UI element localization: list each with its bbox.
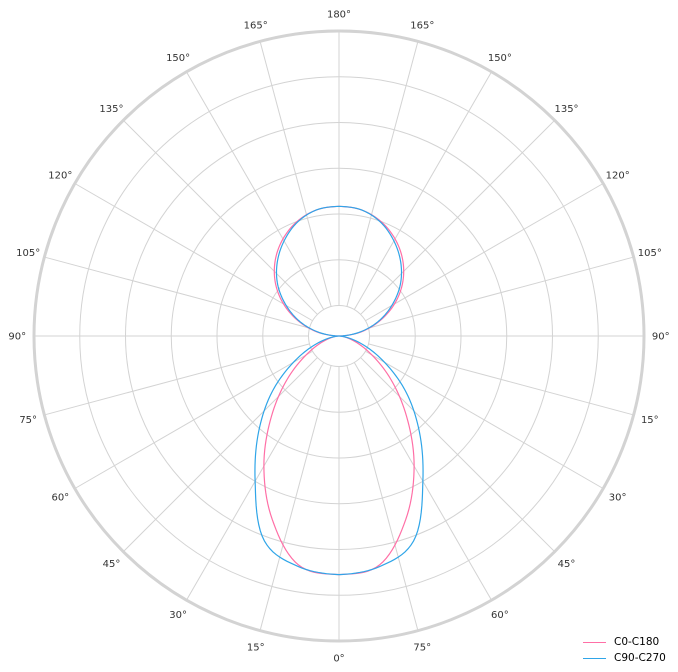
- theta-tick-label: 75°: [19, 415, 37, 426]
- theta-tick-label: 45°: [558, 559, 576, 570]
- theta-tick-label: 150°: [488, 53, 512, 64]
- theta-tick-label: 105°: [638, 248, 662, 259]
- theta-tick-label: 90°: [8, 332, 26, 343]
- theta-tick-label: 165°: [244, 21, 268, 32]
- series-line-c90-c270: [254, 205, 424, 576]
- legend: C0-C180 C90-C270: [583, 634, 666, 666]
- radial-gridline: [125, 122, 553, 550]
- radial-gridline: [79, 76, 599, 596]
- theta-tick-label: 30°: [169, 610, 187, 621]
- theta-tick-label: 135°: [99, 104, 123, 115]
- radial-gridline: [216, 213, 462, 459]
- theta-tick-label: 180°: [327, 10, 351, 21]
- theta-tick-label: 75°: [413, 642, 431, 653]
- legend-item-c90-c270: C90-C270: [583, 650, 666, 666]
- theta-tick-label: 120°: [606, 171, 630, 182]
- legend-label: C90-C270: [614, 652, 666, 664]
- theta-tick-label: 135°: [554, 104, 578, 115]
- radial-gridline: [262, 259, 416, 413]
- theta-tick-label: 150°: [166, 53, 190, 64]
- theta-tick-label: 15°: [641, 415, 659, 426]
- theta-tick-label: 90°: [652, 332, 670, 343]
- radial-gridline: [308, 305, 370, 367]
- theta-tick-label: 60°: [51, 492, 69, 503]
- legend-item-c0-c180: C0-C180: [583, 634, 666, 650]
- legend-label: C0-C180: [614, 636, 660, 648]
- radial-gridline: [170, 167, 508, 505]
- theta-tick-label: 45°: [103, 559, 121, 570]
- legend-swatch-c0-c180: [583, 641, 606, 643]
- theta-tick-label: 60°: [491, 610, 509, 621]
- theta-tick-label: 30°: [609, 492, 627, 503]
- theta-tick-label: 0°: [333, 653, 344, 664]
- series-curves: [254, 205, 424, 576]
- legend-swatch-c90-c270: [583, 657, 606, 659]
- angle-tick-labels: 0° 15° 30° 45° 60° 75° 90° 105° 120° 135° 150° 165°…: [8, 10, 669, 665]
- polar-grid: [32, 29, 646, 643]
- polar-outer-frame: [32, 29, 646, 643]
- theta-tick-label: 165°: [410, 21, 434, 32]
- theta-tick-label: 15°: [247, 642, 265, 653]
- theta-tick-label: 120°: [48, 171, 72, 182]
- theta-tick-label: 105°: [16, 248, 40, 259]
